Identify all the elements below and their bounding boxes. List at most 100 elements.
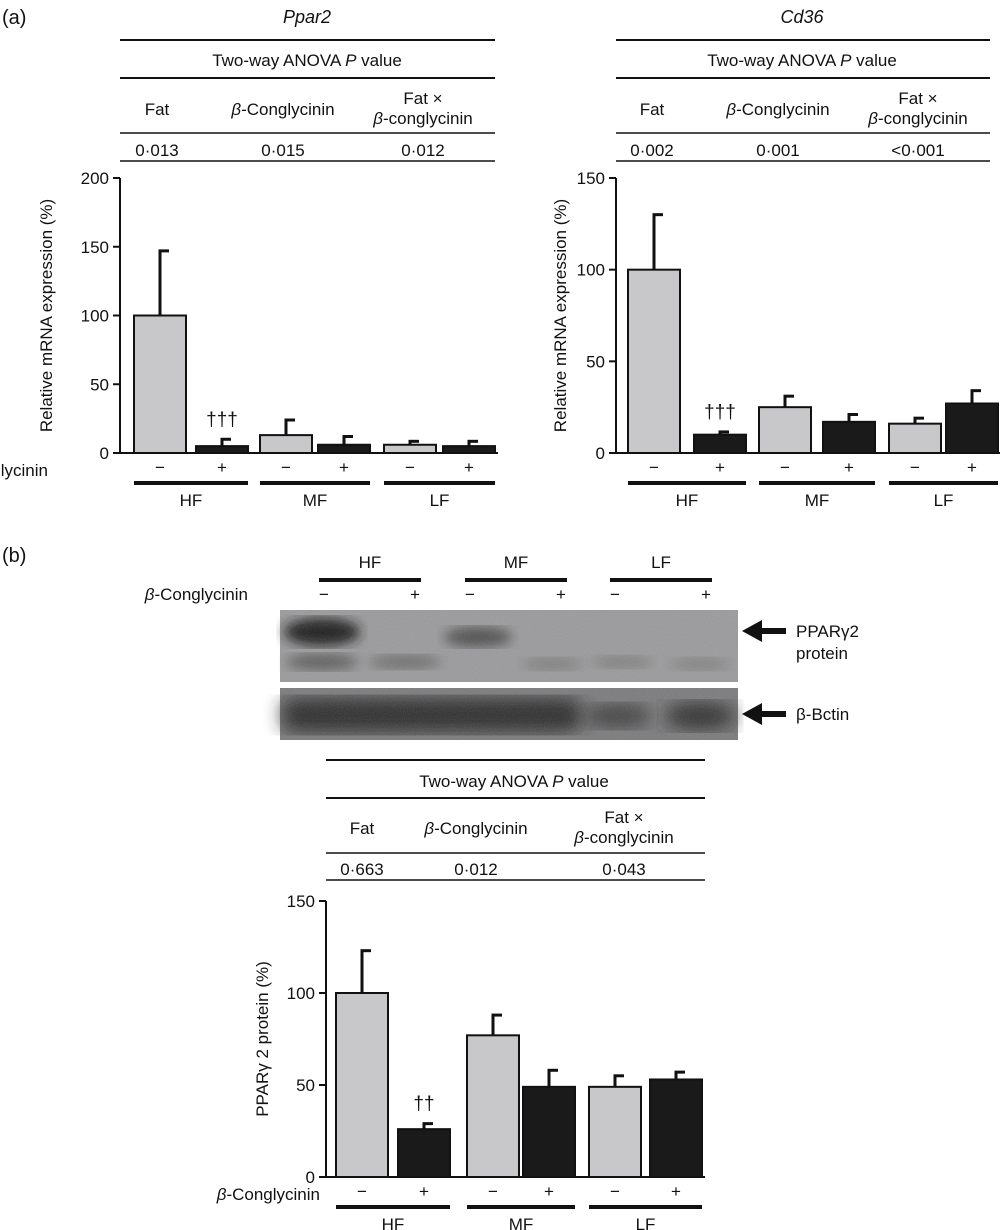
blot-minus: − [610, 585, 620, 604]
significance-marker: ††† [704, 402, 736, 423]
y-tick-label: 100 [577, 261, 605, 280]
treatment-minus: − [910, 458, 920, 477]
group-label: HF [382, 1215, 405, 1230]
group-label: MF [303, 491, 328, 510]
bar [822, 420, 876, 455]
panel-b-label: (b) [2, 545, 26, 567]
anova-col-fat: Fat [640, 100, 665, 119]
y-tick-label: 0 [306, 1168, 315, 1187]
anova-col-fat: Fat [350, 819, 375, 838]
anova-col-interaction-2: β-conglycinin [867, 109, 967, 128]
significance-marker: †† [413, 1094, 434, 1115]
arrow-ppar-icon [742, 620, 786, 642]
treatment-plus: + [967, 458, 977, 477]
treatment-plus: + [464, 458, 474, 477]
anova-interaction-value: 0·043 [602, 860, 645, 879]
ppar2-anova-table: Ppar2 Two-way ANOVA P value Fat β-Congly… [120, 7, 495, 162]
bar [888, 422, 942, 454]
blot-label-actin: β-Bctin [796, 705, 849, 724]
blot-treatment-label: β-Conglycinin [144, 585, 248, 604]
anova-col-conglycinin: β-Conglycinin [230, 100, 334, 119]
anova-col-interaction-2: β-conglycinin [573, 828, 673, 847]
blot-minus: − [319, 585, 329, 604]
treatment-minus: − [610, 1182, 620, 1201]
y-tick-label: 0 [100, 444, 109, 463]
group-label: LF [636, 1215, 656, 1230]
treatment-plus: + [544, 1182, 554, 1201]
anova-interaction-value: 0·012 [401, 141, 444, 160]
blot-plus: + [701, 585, 711, 604]
anova-col-interaction-1: Fat × [403, 89, 442, 108]
blot-group-label: MF [504, 553, 529, 572]
blot-plus: + [556, 585, 566, 604]
bar [259, 434, 313, 454]
treatment-plus: + [715, 458, 725, 477]
anova-col-conglycinin: β-Conglycinin [423, 819, 527, 838]
treatment-minus: − [405, 458, 415, 477]
y-axis-label: Relative mRNA expression (%) [551, 199, 570, 432]
blot-label-ppar-2: protein [796, 644, 848, 663]
treatment-plus: + [419, 1182, 429, 1201]
treatment-label: β-Conglycinin [216, 1185, 320, 1204]
bar [627, 268, 681, 454]
ppar2-gene-title: Ppar2 [283, 7, 331, 27]
cd36-anova-table: Cd36 Two-way ANOVA P value Fat β-Conglyc… [616, 7, 990, 162]
anova-conglycinin-value: 0·015 [261, 141, 304, 160]
treatment-minus: − [281, 458, 291, 477]
anova-conglycinin-value: 0·001 [756, 141, 799, 160]
blot-minus: − [465, 585, 475, 604]
y-tick-label: 150 [287, 892, 315, 911]
y-tick-label: 200 [81, 169, 109, 188]
treatment-minus: − [649, 458, 659, 477]
treatment-minus: − [357, 1182, 367, 1201]
anova-col-interaction-1: Fat × [604, 808, 643, 827]
cd36-bar-chart: 0 50 100 150 Relative mRNA expression (%) †††… [551, 169, 1000, 510]
bar [195, 445, 249, 454]
group-label: HF [676, 491, 699, 510]
treatment-label: β-Conglycinin [0, 461, 48, 480]
group-label: LF [934, 491, 954, 510]
protein-anova-table: Two-way ANOVA P value Fat β-Conglycinin … [326, 759, 705, 881]
treatment-plus: + [844, 458, 854, 477]
bar [522, 1085, 576, 1178]
arrow-actin-icon [742, 703, 786, 725]
y-tick-label: 50 [586, 352, 605, 371]
y-tick-label: 50 [296, 1076, 315, 1095]
bar [442, 445, 496, 454]
panel-a-label: (a) [2, 7, 26, 29]
bar [133, 314, 187, 454]
anova-col-interaction-1: Fat × [898, 89, 937, 108]
y-tick-label: 50 [90, 375, 109, 394]
anova-interaction-value: <0·001 [891, 141, 944, 160]
bar [758, 406, 812, 454]
bar [397, 1128, 451, 1179]
y-tick-label: 150 [81, 238, 109, 257]
bar [335, 992, 389, 1178]
bar [945, 402, 999, 454]
blot-label-ppar-1: PPARγ2 [796, 622, 859, 641]
anova-header: Two-way ANOVA P value [419, 772, 609, 791]
anova-header: Two-way ANOVA P value [707, 51, 897, 70]
bar [317, 443, 371, 454]
blot-group-label: LF [651, 553, 671, 572]
western-blot: HF MF LF β-Conglycinin − + − + − + [144, 553, 859, 740]
blot-plus: + [410, 585, 420, 604]
y-tick-label: 150 [577, 169, 605, 188]
blot-group-label: HF [359, 553, 382, 572]
anova-col-conglycinin: β-Conglycinin [725, 100, 829, 119]
y-axis-label: PPARγ 2 protein (%) [253, 961, 272, 1117]
group-label: MF [805, 491, 830, 510]
anova-fat-value: 0·002 [630, 141, 673, 160]
bar [466, 1034, 520, 1178]
treatment-plus: + [217, 458, 227, 477]
significance-marker: ††† [206, 409, 238, 430]
bar [588, 1085, 642, 1178]
bar [693, 433, 747, 454]
group-label: HF [180, 491, 203, 510]
treatment-plus: + [671, 1182, 681, 1201]
bar [649, 1078, 703, 1178]
y-tick-label: 100 [287, 984, 315, 1003]
anova-col-interaction-2: β-conglycinin [372, 109, 472, 128]
